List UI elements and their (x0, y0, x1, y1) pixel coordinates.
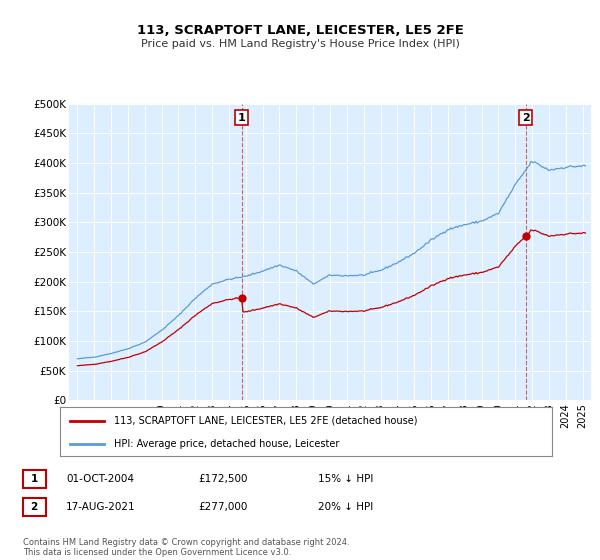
Text: HPI: Average price, detached house, Leicester: HPI: Average price, detached house, Leic… (114, 439, 340, 449)
Text: Contains HM Land Registry data © Crown copyright and database right 2024.
This d: Contains HM Land Registry data © Crown c… (23, 538, 349, 557)
Text: 2: 2 (31, 502, 38, 512)
Text: 1: 1 (31, 474, 38, 484)
Text: 15% ↓ HPI: 15% ↓ HPI (318, 474, 373, 484)
Text: Price paid vs. HM Land Registry's House Price Index (HPI): Price paid vs. HM Land Registry's House … (140, 39, 460, 49)
Text: 2: 2 (522, 113, 530, 123)
Text: 1: 1 (238, 113, 245, 123)
Text: 113, SCRAPTOFT LANE, LEICESTER, LE5 2FE: 113, SCRAPTOFT LANE, LEICESTER, LE5 2FE (137, 24, 463, 36)
Text: 01-OCT-2004: 01-OCT-2004 (66, 474, 134, 484)
Text: £172,500: £172,500 (198, 474, 248, 484)
Text: 20% ↓ HPI: 20% ↓ HPI (318, 502, 373, 512)
Text: £277,000: £277,000 (198, 502, 247, 512)
Text: 113, SCRAPTOFT LANE, LEICESTER, LE5 2FE (detached house): 113, SCRAPTOFT LANE, LEICESTER, LE5 2FE … (114, 416, 418, 426)
Text: 17-AUG-2021: 17-AUG-2021 (66, 502, 136, 512)
